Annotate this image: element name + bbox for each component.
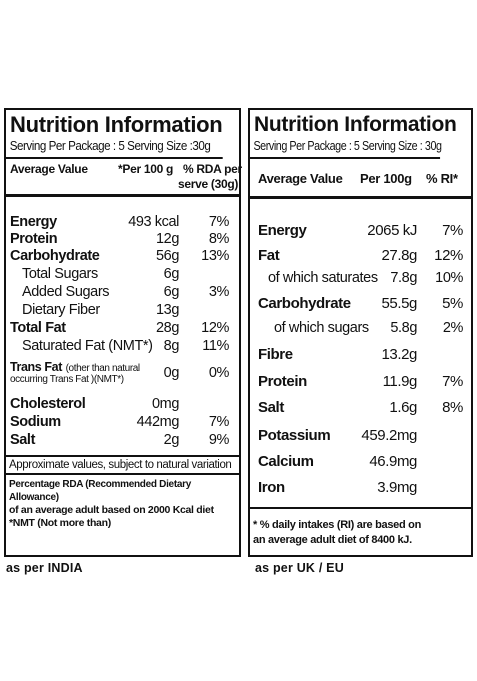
uk-row-energy: Energy 2065 kJ 7%	[258, 222, 463, 239]
india-row-saturated-fat: Saturated Fat (NMT*) 8g 11%	[22, 338, 229, 354]
uk-title: Nutrition Information	[254, 113, 457, 136]
india-header-rda-2: serve (30g)	[178, 177, 239, 191]
uk-row-saturates: of which saturates 7.8g 10%	[268, 270, 463, 286]
uk-footnote: * % daily intakes (RI) are based on an a…	[250, 507, 471, 548]
india-row-total-fat: Total Fat 28g 12%	[10, 320, 229, 336]
india-header-row: Average Value *Per 100 g % RDA per serve…	[6, 159, 242, 197]
india-row-protein: Protein 12g 8%	[10, 231, 229, 247]
uk-row-salt: Salt 1.6g 8%	[258, 399, 463, 416]
uk-row-sugars: of which sugars 5.8g 2%	[274, 320, 463, 336]
india-row-carbohydrate: Carbohydrate 56g 13%	[10, 248, 229, 264]
uk-nutrition-panel: Nutrition Information Serving Per Packag…	[248, 108, 473, 557]
india-footnote-line2: of an average adult based on 2000 Kcal d…	[9, 504, 214, 516]
uk-footnote-line2: an average adult diet of 8400 kJ.	[253, 534, 412, 546]
india-row-trans-fat: Trans Fat (other than natural occurring …	[10, 360, 229, 385]
india-region-label: as per INDIA	[6, 561, 83, 575]
india-title: Nutrition Information	[10, 112, 223, 137]
india-footnote-line1: Percentage RDA (Recommended Dietary Allo…	[9, 479, 191, 503]
uk-row-iron: Iron 3.9mg	[258, 479, 417, 496]
india-row-added-sugars: Added Sugars 6g 3%	[22, 284, 229, 300]
india-row-energy: Energy 493 kcal 7%	[10, 214, 229, 230]
india-header-average: Average Value	[10, 162, 88, 176]
uk-footnote-line1: * % daily intakes (RI) are based on	[253, 519, 422, 531]
india-serving-info: Serving Per Package : 5 Serving Size :30…	[6, 138, 223, 159]
uk-header-per100: Per 100g	[360, 171, 412, 186]
india-row-dietary-fiber: Dietary Fiber 13g	[22, 302, 179, 318]
uk-header-average: Average Value	[258, 171, 343, 186]
uk-row-calcium: Calcium 46.9mg	[258, 453, 417, 470]
uk-header-ri: % RI*	[426, 171, 458, 186]
uk-row-protein: Protein 11.9g 7%	[258, 373, 463, 390]
india-header-rda-1: % RDA per	[183, 162, 242, 176]
india-nutrition-panel: Nutrition Information Serving Per Packag…	[4, 108, 242, 557]
uk-row-potassium: Potassium 459.2mg	[258, 427, 417, 444]
india-row-sodium: Sodium 442mg 7%	[10, 414, 229, 430]
india-footnote: Percentage RDA (Recommended Dietary Allo…	[6, 478, 239, 530]
india-approx-note: Approximate values, subject to natural v…	[6, 455, 239, 475]
india-row-cholesterol: Cholesterol 0mg	[10, 396, 179, 412]
uk-row-carbohydrate: Carbohydrate 55.5g 5%	[258, 295, 463, 312]
uk-header-row: Average Value Per 100g % RI*	[250, 159, 471, 199]
india-row-salt: Salt 2g 9%	[10, 432, 229, 448]
india-row-total-sugars: Total Sugars 6g	[22, 266, 179, 282]
uk-row-fibre: Fibre 13.2g	[258, 346, 417, 363]
india-header-per100: *Per 100 g	[118, 162, 174, 176]
uk-serving-info: Serving Per Package : 5 Serving Size : 3…	[250, 138, 442, 159]
uk-row-fat: Fat 27.8g 12%	[258, 247, 463, 264]
india-footnote-line3: *NMT (Not more than)	[9, 517, 111, 529]
uk-region-label: as per UK / EU	[255, 561, 344, 575]
